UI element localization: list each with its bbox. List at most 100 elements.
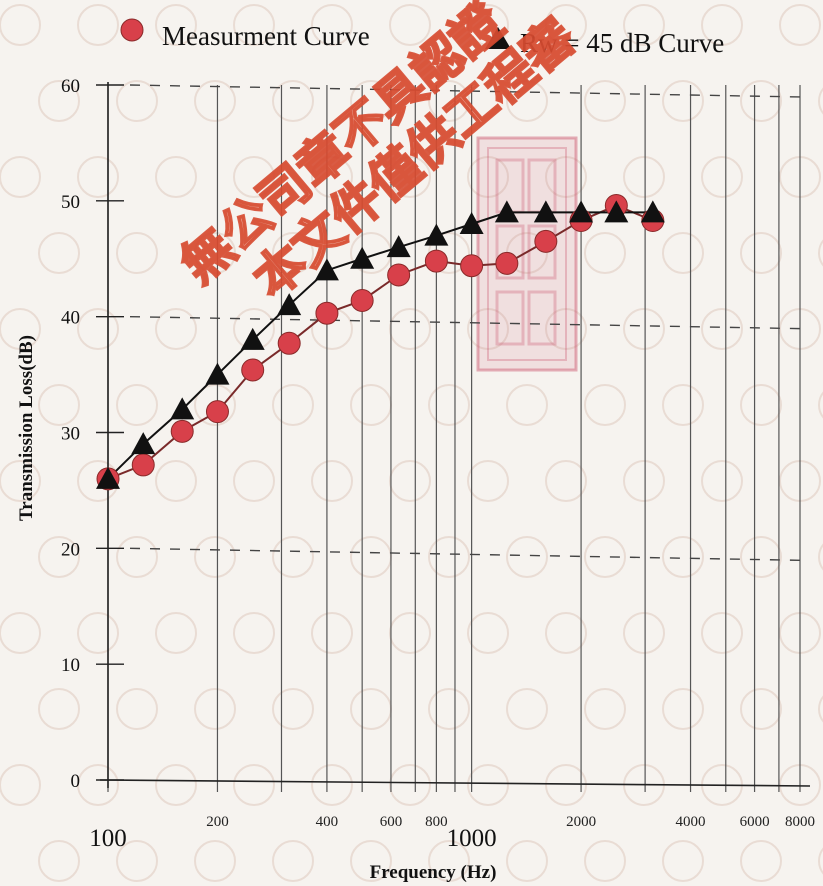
bg-pattern-ring xyxy=(740,688,782,730)
rw-curve-point xyxy=(240,327,265,350)
bg-pattern-ring xyxy=(545,460,587,502)
rw-curve-point xyxy=(96,466,120,489)
bg-pattern-ring xyxy=(233,4,275,46)
bg-pattern-ring xyxy=(0,156,41,198)
legend-marker-measurement xyxy=(120,18,144,42)
rw-curve-point xyxy=(277,293,302,316)
bg-pattern-ring xyxy=(623,612,665,654)
bg-pattern-ring xyxy=(38,232,80,274)
bg-pattern-ring xyxy=(77,4,119,46)
bg-pattern-ring xyxy=(506,840,548,882)
measurement-point xyxy=(460,254,484,278)
y-tick-label: 30 xyxy=(61,424,80,445)
rw-curve-point xyxy=(604,200,629,223)
bg-pattern-ring xyxy=(623,460,665,502)
x-tick-label: 8000 xyxy=(785,814,815,830)
bg-pattern-ring xyxy=(38,80,80,122)
axes xyxy=(96,82,811,788)
x-tick-label: 200 xyxy=(206,814,229,830)
stamp-frame xyxy=(476,136,578,372)
rw-curve-point xyxy=(569,200,594,223)
rw-curve-point xyxy=(640,200,665,223)
bg-pattern-ring xyxy=(116,688,158,730)
bg-pattern-ring xyxy=(818,695,823,723)
bg-pattern-ring xyxy=(623,156,665,198)
bg-pattern-ring xyxy=(428,536,470,578)
bg-pattern-ring xyxy=(584,840,626,882)
series-layer xyxy=(96,193,665,491)
x-axis-title: Frequency (Hz) xyxy=(370,862,497,883)
bg-pattern-ring xyxy=(662,536,704,578)
background-pattern xyxy=(0,4,823,882)
bg-pattern-ring xyxy=(779,4,821,46)
bg-pattern-ring xyxy=(311,764,353,806)
bg-pattern-ring xyxy=(155,308,197,350)
horizontal-dashed-gridline xyxy=(129,315,803,330)
x-tick-label: 1000 xyxy=(447,825,497,852)
bg-pattern-ring xyxy=(155,156,197,198)
rw-curve-point xyxy=(386,235,411,258)
bg-pattern-ring xyxy=(818,391,823,419)
bg-pattern-ring xyxy=(389,4,431,46)
bg-pattern-ring xyxy=(194,536,236,578)
y-axis-title: Transmission Loss(dB) xyxy=(16,335,37,521)
bg-pattern-ring xyxy=(584,384,626,426)
bg-pattern-ring xyxy=(38,536,80,578)
bg-pattern-ring xyxy=(740,80,782,122)
y-tick-label: 50 xyxy=(61,192,80,213)
bg-pattern-ring xyxy=(272,688,314,730)
x-tick-label: 600 xyxy=(380,814,403,830)
bg-pattern-ring xyxy=(701,612,743,654)
bg-pattern-ring xyxy=(740,384,782,426)
vertical-grid xyxy=(107,85,801,792)
bg-pattern-ring xyxy=(350,384,392,426)
stamp-inner-frame xyxy=(487,147,567,361)
legend-label-rw-curve: Rw = 45 dB Curve xyxy=(520,28,724,58)
x-axis-line xyxy=(99,779,811,787)
bg-pattern-ring xyxy=(389,764,431,806)
bg-pattern-ring xyxy=(233,460,275,502)
bg-pattern-ring xyxy=(350,688,392,730)
bg-pattern-ring xyxy=(38,840,80,882)
bg-pattern-ring xyxy=(506,384,548,426)
bg-pattern-ring xyxy=(155,612,197,654)
bg-pattern-ring xyxy=(545,4,587,46)
bg-pattern-ring xyxy=(116,384,158,426)
y-tick-label: 10 xyxy=(61,655,80,676)
measurement-point xyxy=(277,331,301,355)
bg-pattern-ring xyxy=(584,536,626,578)
bg-pattern-ring xyxy=(662,232,704,274)
rw-curve-point xyxy=(205,362,230,385)
bg-pattern-ring xyxy=(194,80,236,122)
bg-pattern-ring xyxy=(311,4,353,46)
bg-pattern-ring xyxy=(662,840,704,882)
bg-pattern-ring xyxy=(740,536,782,578)
bg-pattern-ring xyxy=(116,80,158,122)
bg-pattern-ring xyxy=(545,764,587,806)
bg-pattern-ring xyxy=(233,612,275,654)
bg-pattern-ring xyxy=(272,384,314,426)
measurement-point xyxy=(387,263,411,287)
bg-pattern-ring xyxy=(428,80,470,122)
x-tick-label: 6000 xyxy=(740,814,770,830)
measurement-point xyxy=(424,249,448,273)
bg-pattern-ring xyxy=(350,536,392,578)
bg-pattern-ring xyxy=(116,232,158,274)
bg-pattern-ring xyxy=(701,4,743,46)
bg-pattern-ring xyxy=(506,688,548,730)
bg-pattern-ring xyxy=(662,80,704,122)
y-tick-label: 20 xyxy=(61,539,80,560)
bg-pattern-ring xyxy=(77,764,119,806)
measurement-point xyxy=(315,301,339,325)
red-seal-stamp xyxy=(476,136,578,372)
bg-pattern-ring xyxy=(662,384,704,426)
bg-pattern-ring xyxy=(38,688,80,730)
bg-pattern-ring xyxy=(818,847,823,875)
rw-curve-point xyxy=(314,258,339,281)
bg-pattern-ring xyxy=(623,4,665,46)
rw-curve-point xyxy=(131,432,156,455)
bg-pattern-ring xyxy=(0,764,41,806)
